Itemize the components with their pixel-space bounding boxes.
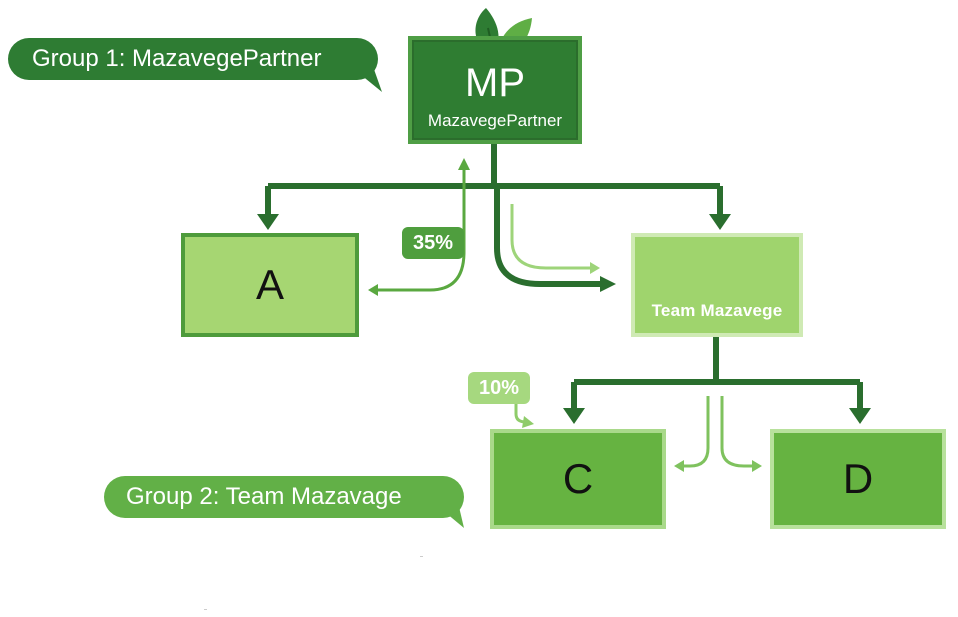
share-c-badge: 10% (468, 372, 530, 404)
cd-flow-lines (684, 396, 752, 468)
scan-speck (420, 556, 423, 557)
team-tree-lines (571, 337, 863, 412)
node-a-label: A (255, 261, 284, 308)
group1-label: Group 1: MazavegePartner (8, 38, 378, 80)
share-c-value: 10% (478, 376, 520, 399)
team-mazavege-node[interactable]: Team Mazavege (631, 233, 803, 337)
cd-flow-arrowheads (674, 460, 762, 472)
share-a-arrowheads (368, 158, 470, 296)
mp-name: MazavegePartner (427, 111, 563, 130)
scan-speck (204, 609, 207, 610)
mp-tree-arrowheads (257, 214, 731, 292)
share-a-value: 35% (412, 231, 454, 254)
share-c-arrowhead (522, 416, 534, 428)
team-flow-arrowhead (590, 262, 600, 274)
node-a[interactable]: A (181, 233, 359, 337)
team-tree-arrowheads (563, 408, 871, 424)
mp-abbreviation: MP (465, 61, 525, 105)
team-flow-line (510, 204, 590, 270)
node-d[interactable]: D (770, 429, 946, 529)
group1-label-text: Group 1: MazavegePartner (32, 45, 322, 72)
mazavegepartner-node[interactable]: MP MazavegePartner (408, 36, 582, 144)
group2-label-text: Group 2: Team Mazavage (126, 483, 402, 510)
mp-tree-lines (265, 144, 723, 287)
group2-label: Group 2: Team Mazavage (104, 476, 464, 518)
team-mazavege-label: Team Mazavege (651, 301, 783, 320)
node-c-label: C (562, 455, 594, 502)
node-d-label: D (842, 455, 874, 502)
node-c[interactable]: C (490, 429, 666, 529)
share-a-badge: 35% (402, 227, 464, 259)
